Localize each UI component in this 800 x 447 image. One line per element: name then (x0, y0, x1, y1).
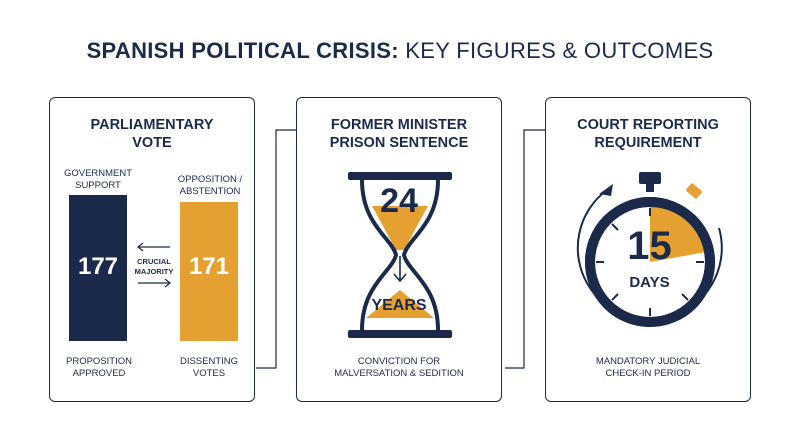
page-title-rest: KEY FIGURES & OUTCOMES (405, 38, 714, 63)
caption-line: DISSENTING (179, 356, 239, 367)
card-parliamentary-vote: PARLIAMENTARY VOTE GOVERNMENT SUPPORT OP… (49, 97, 255, 402)
proposition-approved-caption: PROPOSITION APPROVED (54, 356, 144, 380)
caption-line: VOTES (192, 368, 226, 379)
government-bar: 177 (69, 195, 127, 341)
card-title-line: PRISON SENTENCE (329, 135, 469, 151)
label-line: CRUCIAL (137, 257, 171, 266)
opposition-bar: 171 (180, 202, 238, 341)
hourglass-icon (348, 172, 452, 338)
crucial-majority-label: CRUCIAL MAJORITY (128, 257, 180, 277)
reporting-caption: MANDATORY JUDICIAL CHECK-IN PERIOD (546, 356, 750, 380)
card-title-line: VOTE (132, 135, 172, 151)
card-title: PARLIAMENTARY VOTE (50, 116, 254, 152)
card-title-line: COURT REPORTING (577, 117, 719, 133)
page-title: SPANISH POLITICAL CRISIS: KEY FIGURES & … (0, 38, 800, 64)
caption-line: CONVICTION FOR (357, 356, 441, 367)
card-title: FORMER MINISTER PRISON SENTENCE (297, 116, 501, 152)
opposition-value: 171 (188, 253, 230, 280)
sentence-number: 24 (380, 182, 418, 220)
card-prison-sentence: FORMER MINISTER PRISON SENTENCE 24 YEARS… (296, 97, 502, 402)
card-title: COURT REPORTING REQUIREMENT (546, 116, 750, 152)
opposition-label: OPPOSITION / ABSTENTION (168, 174, 252, 198)
label-line: MAJORITY (134, 267, 174, 276)
card-title-line: PARLIAMENTARY (90, 117, 214, 133)
caption-line: PROPOSITION (66, 356, 132, 367)
sentence-caption: CONVICTION FOR MALVERSATION & SEDITION (297, 356, 501, 380)
caption-line: CHECK-IN PERIOD (605, 368, 691, 379)
caption-line: MANDATORY JUDICIAL (595, 356, 701, 367)
label-line: OPPOSITION / (177, 174, 243, 185)
card-title-line: REQUIREMENT (594, 135, 702, 151)
card-court-reporting: COURT REPORTING REQUIREMENT 15 DAYS MAND… (545, 97, 751, 402)
caption-line: APPROVED (72, 368, 126, 379)
label-line: SUPPORT (75, 180, 121, 191)
dissenting-votes-caption: DISSENTING VOTES (164, 356, 254, 380)
stopwatch-icon (576, 172, 723, 327)
reporting-number: 15 (627, 224, 672, 268)
arrows-icon (137, 242, 171, 288)
government-value: 177 (77, 253, 119, 280)
label-line: GOVERNMENT (63, 168, 133, 179)
caption-line: MALVERSATION & SEDITION (334, 368, 464, 379)
label-line: ABSTENTION (179, 186, 241, 197)
card-title-line: FORMER MINISTER (330, 117, 468, 133)
reporting-unit: DAYS (629, 274, 670, 291)
page-title-bold: SPANISH POLITICAL CRISIS: (86, 38, 399, 63)
government-support-label: GOVERNMENT SUPPORT (58, 168, 138, 192)
sentence-unit: YEARS (371, 297, 427, 314)
